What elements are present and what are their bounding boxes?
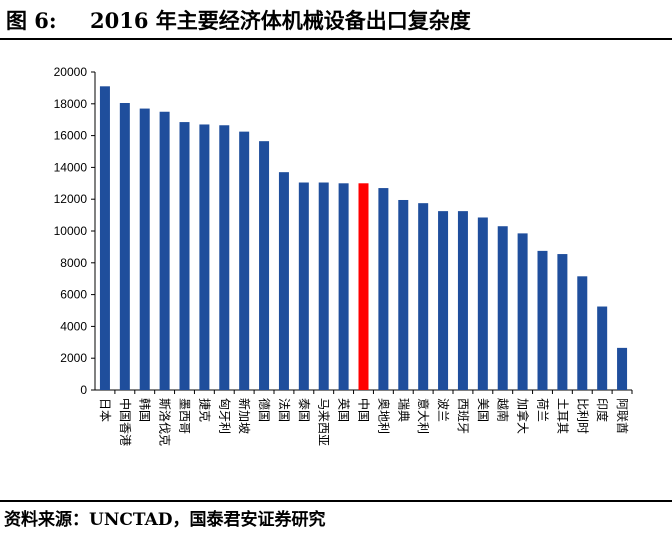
bar bbox=[358, 183, 369, 390]
bar bbox=[219, 125, 230, 390]
y-tick-label: 4000 bbox=[60, 319, 87, 333]
bar bbox=[477, 217, 488, 390]
category-label: 波兰 bbox=[436, 398, 450, 422]
category-label: 新加坡 bbox=[237, 398, 252, 434]
source-note: 资料来源：UNCTAD，国泰君安证券研究 bbox=[4, 510, 326, 530]
category-label: 美国 bbox=[476, 398, 490, 422]
category-label: 马来西亚 bbox=[317, 398, 331, 446]
y-tick-label: 18000 bbox=[54, 97, 88, 111]
category-label: 英国 bbox=[337, 398, 351, 422]
category-label: 斯洛伐克 bbox=[158, 398, 173, 446]
category-label: 德国 bbox=[257, 398, 272, 422]
bar bbox=[259, 141, 270, 390]
y-tick-label: 10000 bbox=[54, 224, 88, 238]
category-label: 奥地利 bbox=[376, 398, 390, 434]
bar bbox=[597, 306, 608, 390]
bar bbox=[318, 182, 329, 390]
bar bbox=[497, 226, 508, 390]
y-tick-label: 8000 bbox=[60, 256, 87, 270]
bar bbox=[418, 203, 429, 390]
bar bbox=[179, 122, 190, 390]
bar bbox=[338, 183, 349, 390]
category-label: 阿联酋 bbox=[615, 398, 630, 434]
category-label: 瑞典 bbox=[396, 398, 410, 422]
category-label: 比利时 bbox=[575, 398, 589, 434]
bar bbox=[517, 233, 528, 390]
category-label: 韩国 bbox=[138, 398, 153, 422]
bar bbox=[557, 254, 568, 390]
category-label: 荷兰 bbox=[536, 398, 550, 422]
bar bbox=[577, 276, 588, 390]
figure-title-text: 2016 年主要经济体机械设备出口复杂度 bbox=[90, 8, 471, 33]
bar bbox=[438, 211, 449, 391]
y-tick-label: 0 bbox=[80, 383, 87, 397]
category-label: 泰国 bbox=[297, 398, 311, 422]
bar bbox=[159, 111, 170, 390]
y-tick-label: 6000 bbox=[60, 288, 87, 302]
bar bbox=[378, 188, 389, 390]
y-tick-label: 12000 bbox=[54, 192, 88, 206]
y-tick-label: 16000 bbox=[54, 129, 88, 143]
category-label: 中国香港 bbox=[118, 398, 133, 446]
bar bbox=[199, 124, 210, 390]
bar bbox=[298, 182, 309, 390]
bar bbox=[617, 347, 628, 390]
category-label: 匈牙利 bbox=[217, 398, 231, 434]
category-label: 法国 bbox=[277, 398, 291, 422]
category-label: 意大利 bbox=[416, 398, 431, 434]
category-label: 印度 bbox=[595, 398, 610, 422]
category-label: 土耳其 bbox=[555, 398, 569, 434]
bar bbox=[119, 103, 130, 390]
bar bbox=[537, 250, 548, 391]
y-tick-label: 14000 bbox=[54, 160, 88, 174]
category-label: 捷克 bbox=[197, 398, 211, 422]
category-label: 日本 bbox=[98, 398, 112, 422]
bar bbox=[239, 131, 250, 391]
figure-title: 图 6: 2016 年主要经济体机械设备出口复杂度 bbox=[6, 6, 471, 36]
bar bbox=[139, 108, 150, 390]
bar bbox=[398, 199, 409, 390]
bar bbox=[457, 211, 468, 391]
category-label: 越南 bbox=[496, 398, 511, 422]
y-tick-label: 20000 bbox=[54, 65, 88, 79]
top-rule bbox=[0, 38, 672, 40]
bar-chart: 0 2000 4000 6000 8000 10000 12000 14000 16000 180… bbox=[54, 65, 633, 446]
y-tick-label: 2000 bbox=[60, 351, 87, 365]
bar bbox=[278, 172, 289, 390]
category-label: 中国 bbox=[357, 398, 372, 422]
bar bbox=[99, 86, 110, 390]
figure-label: 图 6: bbox=[6, 8, 57, 33]
category-label: 加拿大 bbox=[516, 398, 531, 434]
category-label: 西班牙 bbox=[456, 398, 470, 434]
category-label: 墨西哥 bbox=[178, 398, 192, 434]
bottom-rule bbox=[0, 500, 672, 502]
